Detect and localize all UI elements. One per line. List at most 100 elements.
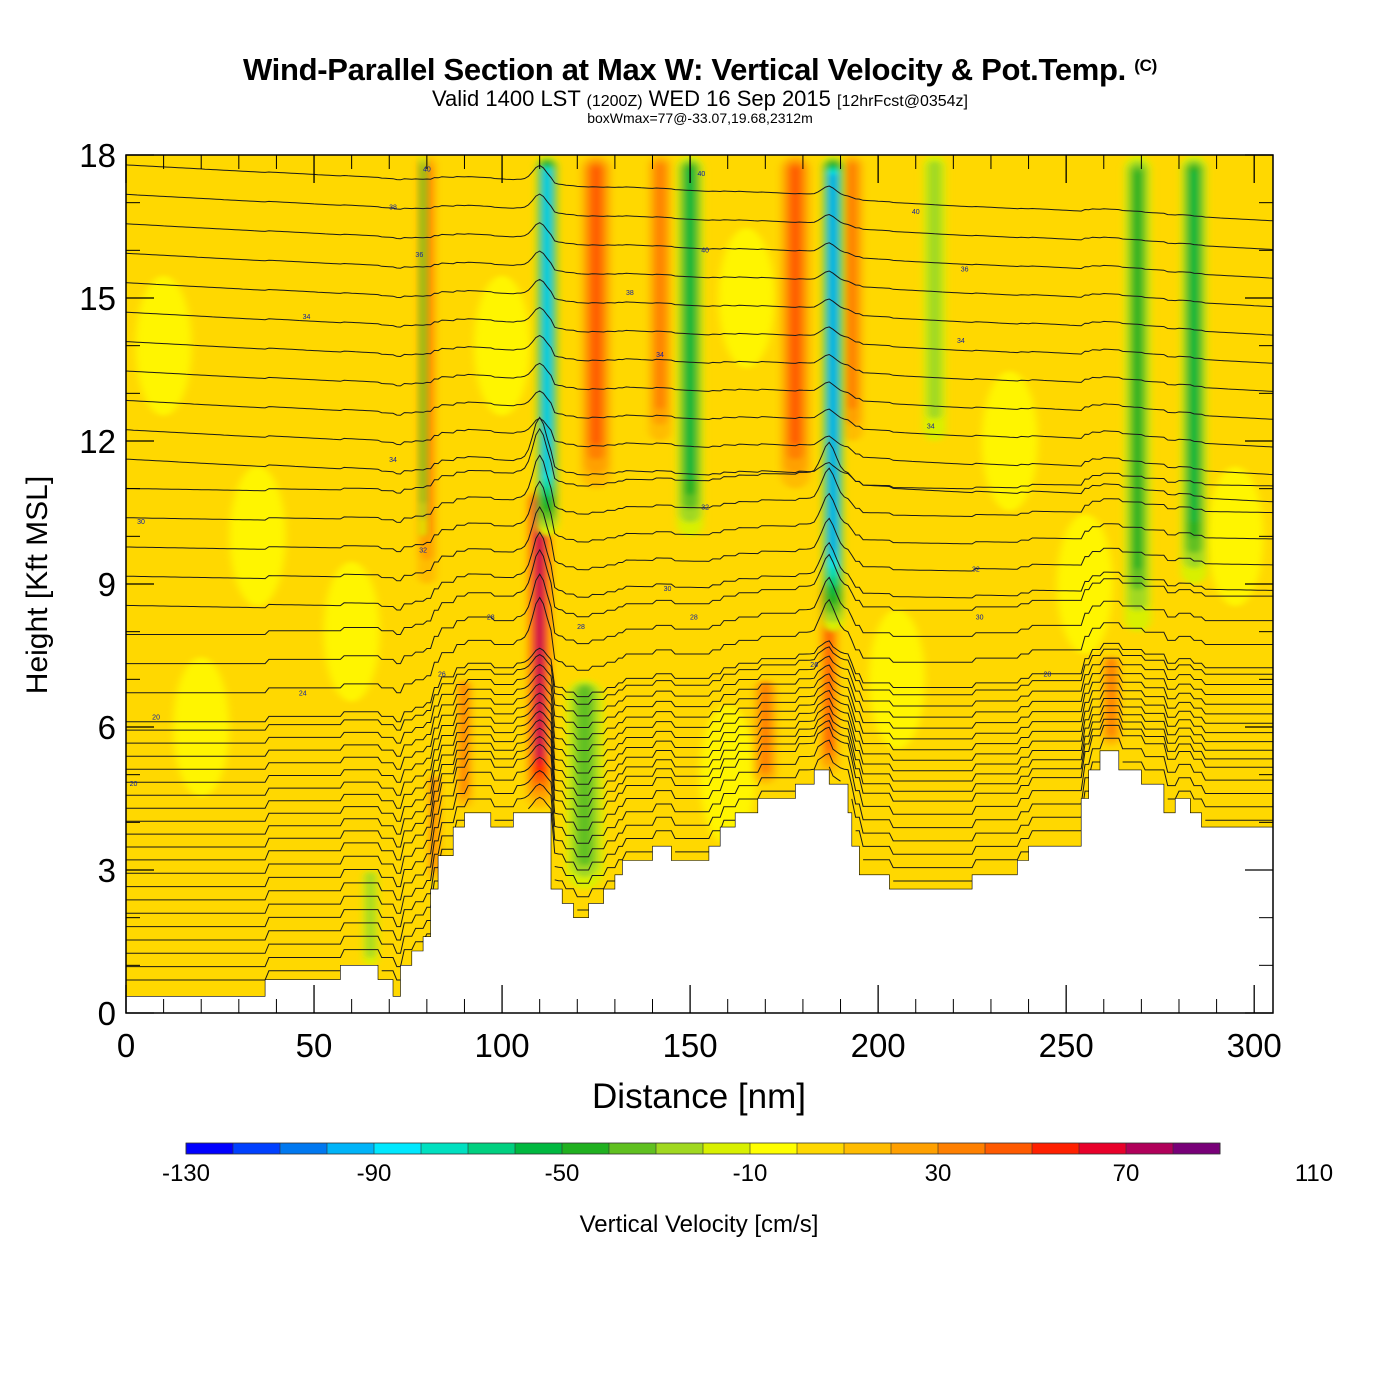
- isentrope-labels: 40 38 36 34 34 30 32 28 26 24 20 20 40 40 38 34 32 30 28 28…: [130, 166, 1052, 788]
- x-tick-label-1: 50: [296, 1027, 333, 1064]
- x-tick-label-3: 150: [663, 1027, 718, 1064]
- colorbar-swatch-16: [938, 1143, 986, 1154]
- field-weak-down-8: [1207, 466, 1264, 607]
- isentrope-label-6: 32: [419, 548, 427, 555]
- x-tick-label-0: 0: [117, 1027, 135, 1064]
- isentrope-23: [126, 548, 1273, 635]
- updraft-band-2-level-4: [590, 165, 602, 446]
- isentrope-10: [126, 718, 1273, 848]
- x-tick-label-4: 200: [851, 1027, 906, 1064]
- isentrope-13: [126, 697, 1273, 809]
- isentrope-25: [126, 506, 1273, 582]
- field-weak-down-9: [135, 275, 192, 416]
- colorbar-swatch-0: [186, 1143, 234, 1154]
- updraft-band-4-level-4: [790, 165, 801, 446]
- isentrope-20: [126, 640, 1273, 723]
- isentrope-12: [126, 705, 1273, 822]
- downdraft-band-6-level-2: [365, 871, 376, 958]
- updraft-band-7: [754, 679, 777, 785]
- isentrope-34: [126, 306, 1273, 364]
- colorbar-swatch-1: [233, 1143, 281, 1154]
- downdraft-band-3: [1124, 155, 1151, 632]
- colorbar-swatch-18: [1032, 1143, 1080, 1154]
- colorbar-swatch-8: [562, 1143, 610, 1154]
- isentrope-label-21: 40: [912, 209, 920, 216]
- colorbar-tick-label-1: -90: [357, 1160, 392, 1187]
- isentrope-16: [126, 673, 1273, 770]
- downdraft-band-5: [565, 679, 604, 890]
- field-weak-down-4: [699, 704, 756, 845]
- downdraft-band-8-level-4: [421, 167, 425, 487]
- colorbar-frame: [185, 1142, 1221, 1155]
- isentrope-label-15: 34: [656, 352, 664, 359]
- colorbar-tick-label-5: 70: [1113, 1160, 1140, 1187]
- chart-subtitle-box: boxWmax=77@-33.07,19.68,2312m: [587, 110, 813, 126]
- isentrope-3: [126, 879, 973, 941]
- isentrope-38: [126, 193, 1273, 250]
- isentrope-5: [126, 796, 1273, 914]
- isentrope-label-11: 20: [130, 781, 138, 788]
- isentrope-label-2: 36: [415, 252, 423, 259]
- isentrope-6: [126, 766, 1273, 901]
- isentrope-28: [126, 427, 1273, 494]
- y-axis-label: Height [Kft MSL]: [21, 476, 54, 694]
- isentrope-label-5: 30: [137, 519, 145, 526]
- colorbar-tick-label-6: 110: [1295, 1160, 1333, 1187]
- x-tick-label-5: 250: [1039, 1027, 1094, 1064]
- colorbar-swatch-10: [656, 1143, 704, 1154]
- isentrope-label-8: 26: [438, 672, 446, 679]
- updraft-band-3: [648, 155, 672, 441]
- colorbar-swatch-13: [797, 1143, 845, 1154]
- isentrope-label-4: 34: [389, 457, 397, 464]
- isentrope-label-18: 28: [577, 624, 585, 631]
- downdraft-band-1-level-10: [831, 175, 835, 551]
- isentrope-22: [126, 573, 1273, 665]
- chart-title: Wind-Parallel Section at Max W: Vertical…: [0, 52, 1400, 88]
- isentrope-label-10: 20: [152, 714, 160, 721]
- isentrope-35: [126, 278, 1273, 336]
- subtitle-date: WED 16 Sep 2015: [648, 86, 831, 111]
- field-weak-down-1: [229, 466, 286, 607]
- colorbar-swatch-19: [1079, 1143, 1127, 1154]
- x-tick-label-6: 300: [1227, 1027, 1282, 1064]
- colorbar-tick-label-3: -10: [733, 1160, 768, 1187]
- updraft-band-4: [780, 155, 811, 489]
- isentrope-4: [126, 848, 1029, 928]
- colorbar-swatch-7: [515, 1143, 563, 1154]
- isentrope-31: [126, 390, 1273, 448]
- colorbar-swatch-15: [891, 1143, 939, 1154]
- field-weak-down-0: [173, 657, 230, 797]
- isentrope-label-26: 30: [976, 614, 984, 621]
- downdraft-band-2: [676, 155, 704, 537]
- x-axis-label: Distance [nm]: [592, 1077, 806, 1116]
- isentrope-1: [126, 933, 431, 968]
- isentrope-label-25: 32: [972, 567, 980, 574]
- isentrope-21: [126, 596, 1273, 694]
- isentrope-15: [126, 681, 1273, 783]
- updraft-band-9: [1101, 655, 1121, 747]
- colorbar-swatch-4: [374, 1143, 422, 1154]
- field-weak-down-5: [868, 609, 925, 750]
- updraft-band-7-level-3: [760, 682, 771, 773]
- isentrope-39: [126, 164, 1273, 222]
- downdraft-band-7: [923, 155, 946, 441]
- isentrope-label-0: 40: [423, 166, 431, 173]
- isentrope-26: [126, 480, 1273, 553]
- downdraft-band-2-level-5: [686, 168, 694, 482]
- field-weak-down-6: [981, 371, 1038, 511]
- y-tick-label-5: 15: [79, 280, 116, 317]
- isentrope-8: [126, 737, 1273, 874]
- isentrope-18: [126, 655, 1273, 744]
- updraft-band-9-level-3: [1107, 658, 1116, 737]
- colorbar-swatch-20: [1126, 1143, 1174, 1154]
- isentrope-14: [126, 689, 1273, 796]
- isentrope-36: [126, 250, 1273, 308]
- colorbar-label: Vertical Velocity [cm/s]: [580, 1211, 819, 1238]
- subtitle-valid: Valid 1400 LST: [431, 86, 581, 111]
- isentrope-19: [126, 646, 1273, 731]
- y-tick-label-0: 0: [98, 995, 116, 1032]
- colorbar-swatch-11: [703, 1143, 751, 1154]
- isentrope-37: [126, 222, 1273, 279]
- isentrope-label-17: 30: [664, 586, 672, 593]
